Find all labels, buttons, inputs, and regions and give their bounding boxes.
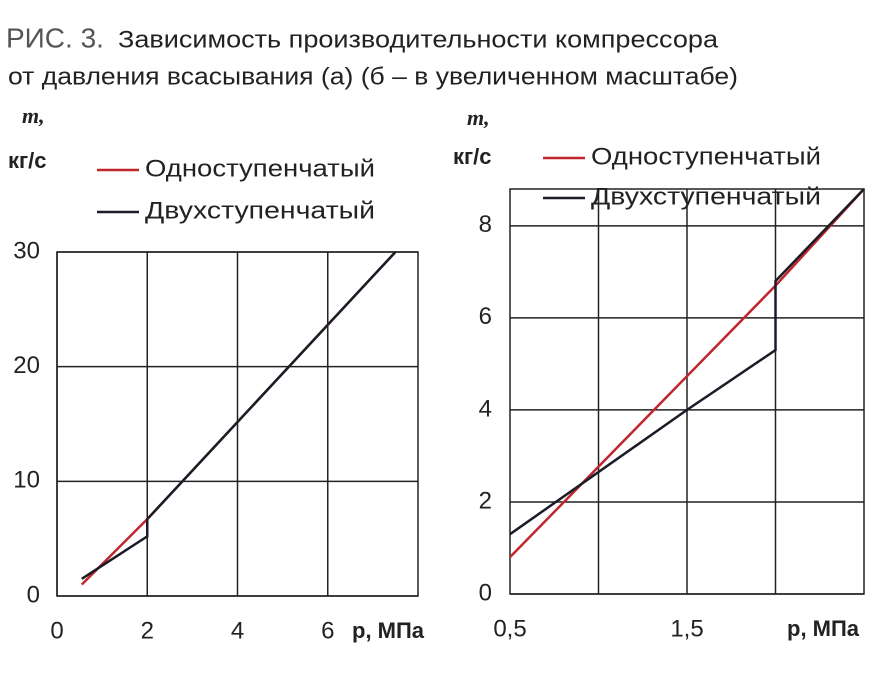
x-tick-label: 1,5 — [670, 615, 703, 642]
legend-label: Двухступенчатый — [145, 197, 375, 224]
legend-label: Одноступенчатый — [591, 143, 821, 170]
legend-label: Двухступенчатый — [591, 183, 821, 210]
y-tick-label: 30 — [13, 237, 40, 264]
figure-title: от давления всасывания (а) (б – в увелич… — [8, 63, 738, 90]
figure-label: РИС. 3. — [6, 22, 104, 53]
legend-label: Одноступенчатый — [145, 155, 375, 182]
x-axis-label: p, МПа — [352, 618, 425, 643]
x-tick-label: 2 — [141, 617, 154, 644]
data-line — [81, 251, 397, 580]
x-axis-label: p, МПа — [787, 616, 860, 641]
figure-title: Зависимость производительности компрессо… — [118, 26, 719, 53]
x-tick-label: 0 — [50, 617, 63, 644]
x-tick-label: 0,5 — [493, 615, 526, 642]
y-tick-label: 10 — [13, 467, 40, 494]
y-tick-label: 20 — [13, 352, 40, 379]
y-tick-label: 4 — [479, 395, 492, 422]
y-axis-unit: кг/с — [453, 144, 492, 169]
x-tick-label: 4 — [231, 617, 244, 644]
y-axis-symbol: m, — [22, 103, 45, 128]
x-tick-label: 6 — [321, 617, 334, 644]
data-line — [509, 188, 865, 536]
y-tick-label: 0 — [27, 581, 40, 608]
y-tick-label: 0 — [479, 579, 492, 606]
y-axis-unit: кг/с — [8, 148, 47, 173]
y-tick-label: 2 — [479, 487, 492, 514]
y-tick-label: 8 — [479, 211, 492, 238]
y-axis-symbol: m, — [467, 105, 490, 130]
y-tick-label: 6 — [479, 303, 492, 330]
